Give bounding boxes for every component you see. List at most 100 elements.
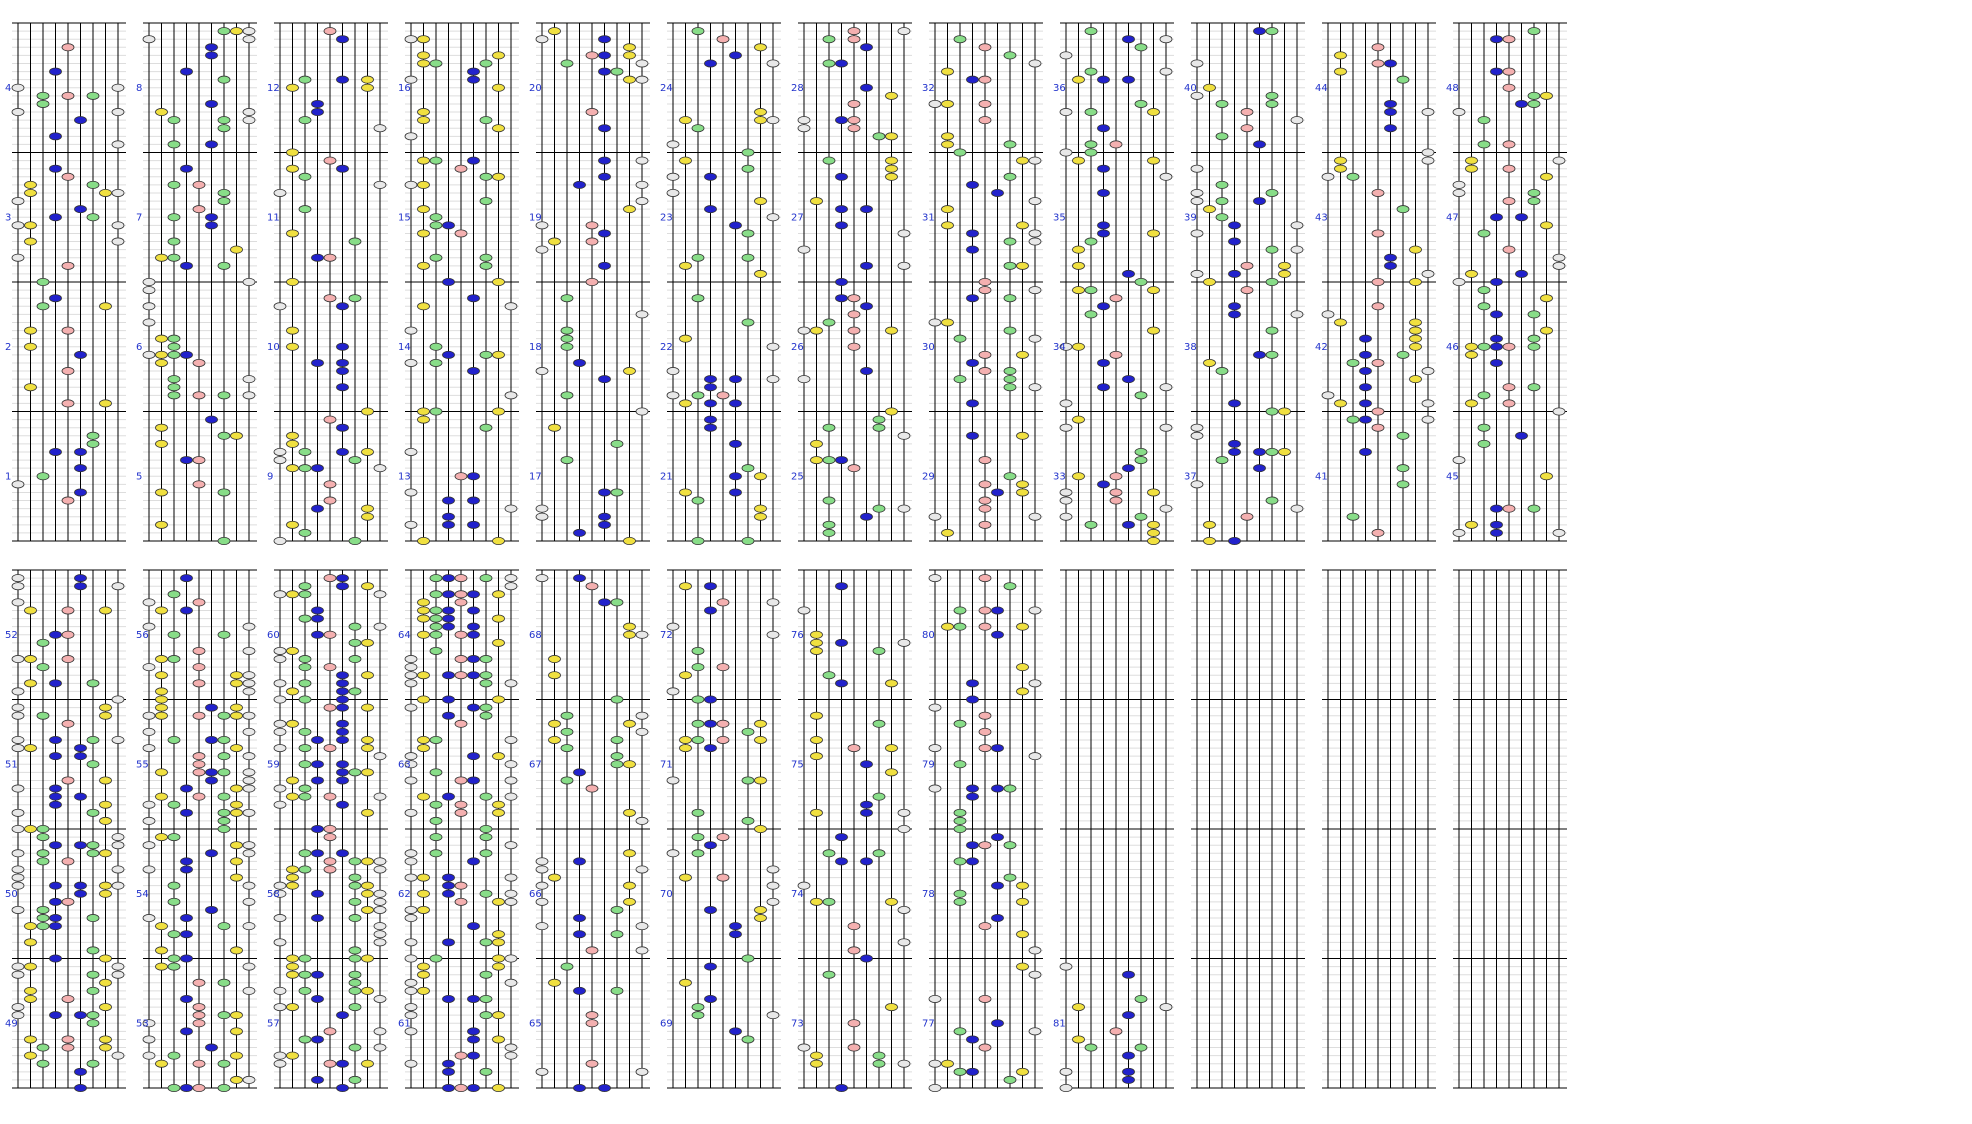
note [36,857,50,866]
note [953,825,967,834]
note [492,350,505,359]
note [286,326,299,335]
note [404,35,418,44]
note [504,792,518,801]
note [404,132,418,141]
note [860,205,873,214]
note [311,994,324,1003]
note [373,1027,387,1036]
note [623,75,636,84]
note [1134,99,1148,108]
note [741,776,755,785]
note [286,464,299,473]
note [1134,456,1148,465]
note [99,978,112,987]
note [74,1011,87,1020]
note [754,43,767,52]
note [61,172,75,181]
measure-number: 73 [791,1018,804,1029]
note [217,431,231,440]
note [897,504,911,513]
note [635,1067,649,1076]
note [1240,286,1254,295]
note [766,630,780,639]
note [978,606,992,615]
note [298,116,312,125]
note [822,156,836,165]
note [373,865,387,874]
note [585,1059,599,1068]
note [155,520,168,529]
note [1452,108,1466,117]
note [548,873,561,882]
note [155,792,168,801]
note [167,391,181,400]
note [192,792,206,801]
note [49,922,62,931]
note [467,752,480,761]
note [242,622,256,631]
note [1477,286,1491,295]
note [1502,140,1516,149]
note [716,391,730,400]
note [623,537,636,546]
note [978,75,992,84]
note [404,978,418,987]
note [610,735,624,744]
note [1371,229,1385,238]
note [442,994,455,1003]
note [1421,148,1435,157]
note [1334,164,1347,173]
column [1322,569,1436,1089]
note [1059,399,1073,408]
note [679,744,692,753]
note [467,520,480,529]
measure-number: 25 [791,471,804,482]
note [897,431,911,440]
note [941,221,954,230]
note [273,188,287,197]
note [1097,124,1110,133]
note [598,1084,611,1093]
note [11,825,25,834]
note [741,148,755,157]
note [74,889,87,898]
note [442,711,455,720]
note [417,889,430,898]
note [205,768,218,777]
note [598,35,611,44]
note [298,727,312,736]
note [373,889,387,898]
note [1265,91,1279,100]
measure-number: 60 [267,630,280,641]
note [1527,383,1541,392]
note [679,334,692,343]
note [36,922,50,931]
note [155,946,168,955]
measure-number: 14 [398,342,411,353]
note [361,905,374,914]
note [273,800,287,809]
note [1540,294,1553,303]
note [242,962,256,971]
note [691,253,705,262]
note [24,383,37,392]
note [1265,27,1279,36]
note [635,946,649,955]
note [273,727,287,736]
note [217,197,231,206]
note [336,679,349,688]
note [1253,197,1266,206]
note [1371,188,1385,197]
note [492,962,505,971]
note [897,261,911,270]
note [1122,1051,1135,1060]
note [336,582,349,591]
note [560,711,574,720]
note [361,808,374,817]
note [167,735,181,744]
note [1016,1067,1029,1076]
note [1452,528,1466,537]
note [766,598,780,607]
note [1159,35,1173,44]
